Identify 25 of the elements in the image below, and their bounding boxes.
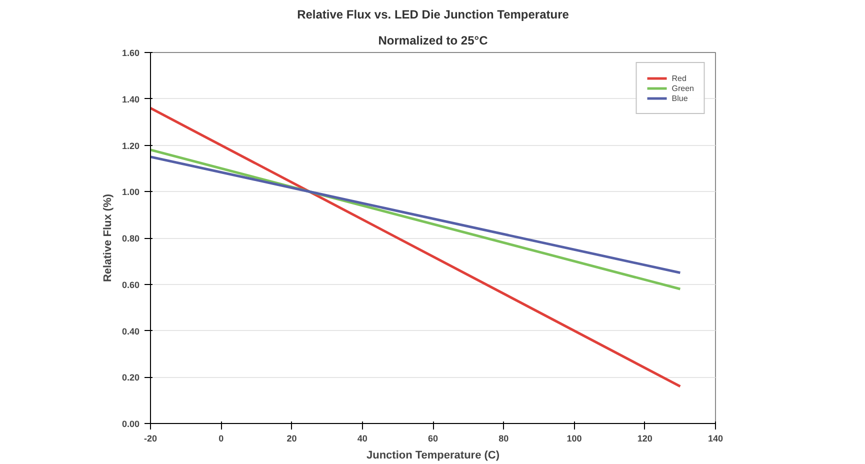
x-tick-label: 40 (357, 434, 368, 444)
y-tick-label: 0.80 (122, 234, 140, 244)
y-tick-label: 0.20 (122, 372, 140, 383)
y-tick-label: 0.00 (122, 419, 140, 429)
x-tick-label: 60 (428, 434, 438, 444)
x-tick-label: 140 (708, 434, 724, 444)
y-tick-label: 1.40 (122, 94, 140, 104)
chart-title: Relative Flux vs. LED Die Junction Temperature (297, 8, 570, 22)
x-tick-label: 80 (498, 434, 509, 444)
y-tick-label: 1.00 (122, 187, 140, 198)
y-tick-label: 1.60 (122, 48, 140, 58)
legend-label: Blue (672, 93, 689, 103)
y-axis-title: Relative Flux (%) (102, 194, 114, 282)
y-tick-label: 1.20 (122, 140, 140, 151)
x-axis-title: Junction Temperature (C) (366, 450, 500, 462)
x-tick-label: 100 (566, 434, 582, 444)
x-tick-label: -20 (144, 434, 158, 444)
x-tick-label: 20 (286, 434, 297, 444)
y-tick-label: 0.60 (122, 280, 140, 290)
x-tick-label: 0 (218, 434, 224, 444)
x-tick-label: 120 (637, 434, 652, 444)
y-tick-label: 0.40 (122, 326, 140, 336)
legend-label: Red (672, 73, 688, 83)
chart-subtitle: Normalized to 25°C (378, 34, 488, 48)
legend-label: Green (672, 83, 694, 93)
